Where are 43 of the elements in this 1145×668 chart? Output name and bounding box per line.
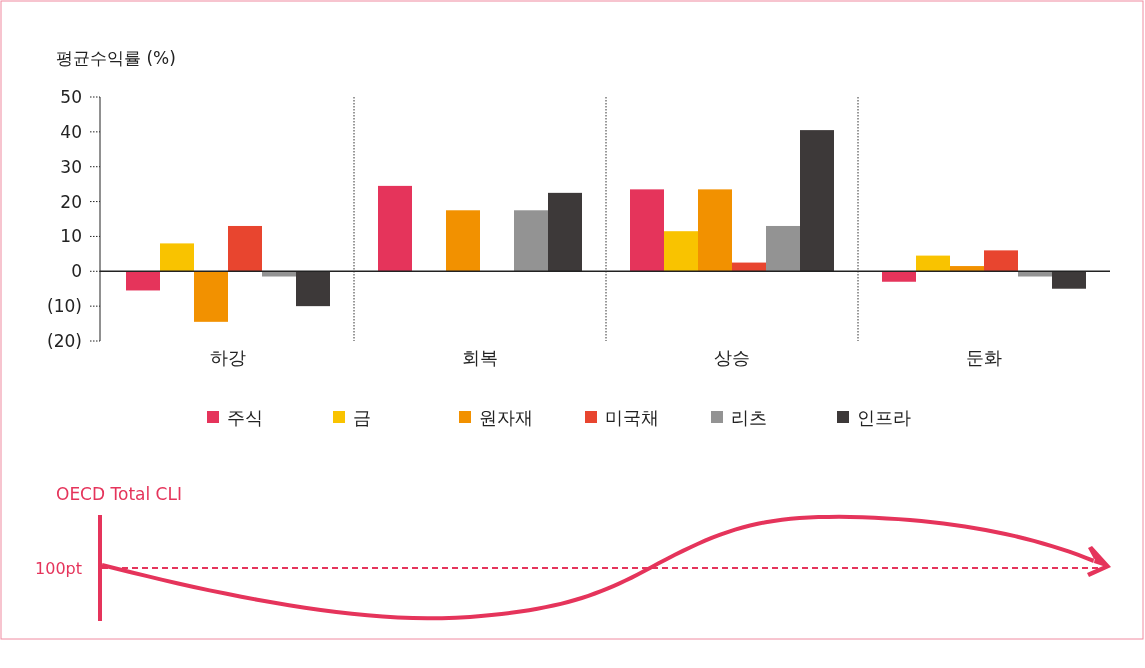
bar (950, 266, 984, 272)
y-tick-label: 20 (60, 191, 82, 212)
bar (800, 130, 834, 272)
bar (126, 271, 160, 291)
bar (732, 262, 766, 272)
bar (296, 271, 330, 307)
bar (916, 255, 950, 272)
x-tick-label: 하강 (210, 347, 246, 368)
legend-label: 인프라 (857, 407, 911, 429)
y-tick-label: 50 (60, 86, 82, 107)
legend-label: 금 (353, 407, 371, 429)
x-tick-label: 둔화 (966, 347, 1002, 368)
bar (984, 250, 1018, 272)
legend-label: 원자재 (479, 407, 533, 429)
y-tick-label: 30 (60, 156, 82, 177)
y-tick-label: (20) (47, 330, 82, 351)
bar (194, 271, 228, 322)
bar (548, 192, 582, 272)
x-tick-label: 회복 (462, 347, 498, 368)
legend-label: 리츠 (731, 407, 767, 429)
bar (698, 189, 732, 272)
bar (664, 231, 698, 272)
legend-label: 주식 (227, 407, 263, 429)
bar (630, 189, 664, 272)
y-tick-label: (10) (47, 296, 82, 317)
bar (446, 210, 480, 272)
legend-label: 미국채 (605, 407, 659, 429)
bar (766, 225, 800, 272)
text: 100pt (35, 558, 82, 578)
text: OECD Total CLI (56, 484, 182, 504)
bar (228, 225, 262, 272)
y-tick-label: 40 (60, 121, 82, 142)
bar (1018, 271, 1052, 277)
bar (514, 210, 548, 272)
y-axis-title: 평균수익률 (%) (56, 48, 176, 68)
bar (160, 243, 194, 272)
bar (1052, 271, 1086, 289)
y-tick-label: 10 (60, 226, 82, 247)
bar (378, 185, 412, 272)
y-tick-label: 0 (71, 261, 82, 282)
bar (882, 271, 916, 282)
bar (262, 271, 296, 277)
x-tick-label: 상승 (714, 347, 750, 368)
